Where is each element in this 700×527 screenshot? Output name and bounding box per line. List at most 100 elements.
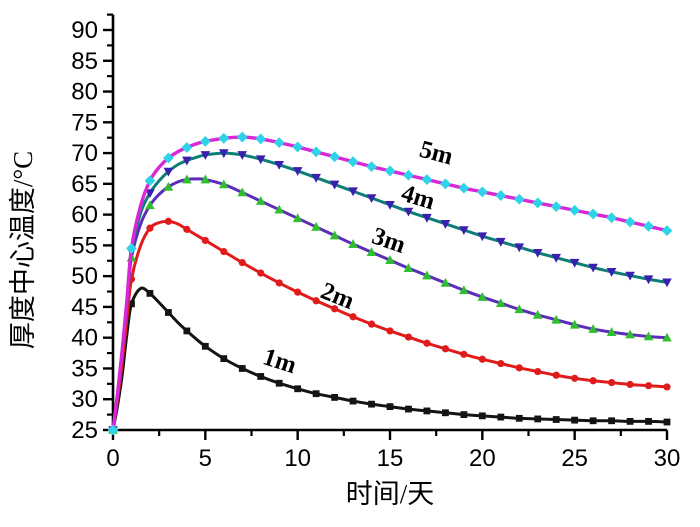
- triangle-up-marker-3m: [643, 331, 654, 341]
- triangle-down-marker-4m: [606, 268, 617, 277]
- series-2m: [109, 217, 671, 434]
- circle-marker-2m: [367, 320, 376, 328]
- triangle-up-marker-3m: [255, 196, 266, 205]
- square-marker-1m: [460, 411, 468, 419]
- square-marker-1m: [331, 393, 338, 401]
- square-marker-1m: [201, 342, 209, 350]
- diamond-marker-5m: [476, 186, 488, 198]
- circle-marker-2m: [238, 259, 246, 267]
- series-line-3m: [111, 177, 669, 432]
- circle-marker-2m: [423, 339, 431, 347]
- diamond-marker-5m: [126, 243, 137, 254]
- triangle-up-marker-3m: [145, 200, 155, 210]
- y-tick-label-40: 40: [71, 325, 98, 352]
- y-tick-label-50: 50: [71, 263, 98, 290]
- triangle-down-marker-4m: [459, 226, 469, 235]
- diamond-marker-5m: [384, 165, 396, 177]
- triangle-up-marker-3m: [274, 204, 284, 214]
- diamond-marker-5m: [606, 212, 617, 224]
- axis-spines: [111, 14, 667, 432]
- circle-marker-2m: [312, 297, 320, 305]
- data-series: [107, 131, 673, 436]
- x-axis-title: 时间/天: [346, 479, 435, 509]
- curve-label-2m: 2m: [317, 278, 358, 316]
- triangle-up-marker-3m: [385, 255, 395, 264]
- circle-marker-2m: [626, 380, 634, 389]
- triangle-up-marker-3m: [532, 309, 543, 319]
- diamond-marker-5m: [199, 135, 211, 147]
- square-marker-1m: [626, 417, 634, 425]
- triangle-down-marker-4m: [551, 253, 561, 263]
- square-marker-1m: [238, 365, 246, 372]
- triangle-down-marker-4m: [292, 167, 303, 176]
- triangle-down-marker-4m: [237, 151, 248, 160]
- triangle-down-marker-4m: [532, 248, 543, 258]
- triangle-up-marker-3m: [496, 298, 506, 308]
- series-4m: [108, 149, 672, 435]
- triangle-up-marker-3m: [329, 230, 340, 240]
- triangle-down-marker-4m: [514, 243, 525, 253]
- square-marker-1m: [442, 409, 449, 417]
- triangle-down-marker-4m: [569, 258, 580, 268]
- triangle-up-marker-3m: [237, 187, 248, 197]
- triangle-down-marker-4m: [385, 200, 395, 210]
- y-tick-label-30: 30: [71, 386, 98, 413]
- triangle-down-marker-4m: [662, 278, 672, 288]
- x-tick-label-5: 5: [199, 445, 212, 472]
- diamond-marker-5m: [643, 220, 654, 232]
- square-marker-1m: [165, 309, 172, 316]
- y-tick-label-45: 45: [71, 294, 98, 321]
- series-5m: [107, 131, 673, 436]
- triangle-down-marker-4m: [311, 173, 321, 183]
- diamond-marker-5m: [144, 175, 156, 187]
- circle-marker-2m: [146, 224, 154, 232]
- triangle-up-marker-3m: [514, 304, 525, 314]
- triangle-down-marker-4m: [255, 155, 266, 165]
- y-axis-title: 厚度中心温度/°C: [8, 151, 38, 349]
- circle-marker-2m: [294, 288, 302, 296]
- triangle-up-marker-3m: [163, 181, 174, 191]
- y-tick-label-80: 80: [71, 79, 98, 106]
- y-tick-label-60: 60: [71, 202, 98, 229]
- diamond-marker-5m: [624, 216, 636, 228]
- circle-marker-2m: [183, 225, 191, 233]
- triangle-up-marker-3m: [292, 213, 303, 223]
- diamond-marker-5m: [440, 178, 451, 190]
- circle-marker-2m: [349, 313, 357, 321]
- diamond-marker-5m: [587, 208, 599, 220]
- x-tick-label-10: 10: [284, 445, 311, 472]
- diamond-marker-5m: [569, 204, 581, 216]
- triangle-down-marker-4m: [366, 194, 377, 203]
- diamond-marker-5m: [218, 132, 230, 144]
- circle-marker-2m: [275, 279, 283, 287]
- triangle-down-marker-4m: [163, 167, 174, 177]
- triangle-down-marker-4m: [625, 271, 635, 281]
- diamond-marker-5m: [458, 182, 470, 194]
- triangle-up-marker-3m: [422, 270, 432, 280]
- circle-marker-2m: [201, 236, 209, 245]
- square-marker-1m: [552, 416, 560, 423]
- y-tick-label-70: 70: [71, 140, 98, 167]
- triangle-down-marker-4m: [588, 263, 598, 273]
- diamond-marker-5m: [329, 151, 340, 163]
- triangle-down-marker-4m: [200, 151, 211, 160]
- square-marker-1m: [368, 400, 375, 408]
- square-marker-1m: [312, 390, 320, 398]
- diamond-marker-5m: [347, 156, 359, 168]
- y-tick-label-90: 90: [71, 17, 98, 44]
- circle-marker-2m: [257, 269, 265, 277]
- triangle-up-marker-3m: [182, 174, 192, 184]
- series-line-5m: [111, 135, 669, 432]
- triangle-up-marker-3m: [366, 247, 377, 256]
- circle-marker-2m: [220, 247, 228, 256]
- square-marker-1m: [534, 415, 542, 423]
- series-3m: [108, 174, 672, 434]
- y-tick-label-85: 85: [71, 48, 98, 75]
- circle-marker-2m: [552, 371, 560, 379]
- circle-marker-2m: [441, 345, 449, 353]
- triangle-down-marker-4m: [348, 187, 358, 197]
- y-tick-label-55: 55: [71, 232, 98, 259]
- circle-marker-2m: [478, 355, 486, 363]
- triangle-down-marker-4m: [422, 213, 432, 223]
- triangle-down-marker-4m: [274, 160, 284, 170]
